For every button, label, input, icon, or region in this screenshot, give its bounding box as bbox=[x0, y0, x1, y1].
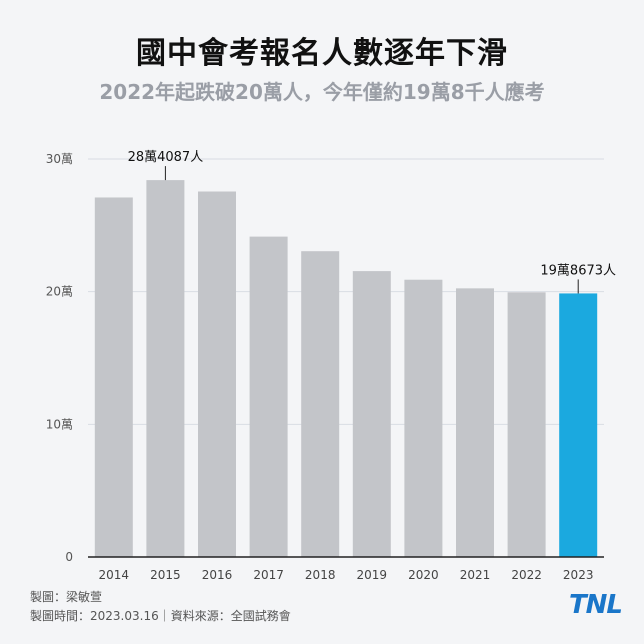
x-tick-label: 2017 bbox=[253, 568, 284, 582]
y-tick-label: 0 bbox=[65, 550, 73, 564]
bar-2015 bbox=[146, 180, 185, 557]
chart-subtitle: 2022年起跌破20萬人，今年僅約19萬8千人應考 bbox=[99, 80, 545, 104]
x-tick-label: 2014 bbox=[99, 568, 130, 582]
x-tick-label: 2018 bbox=[305, 568, 336, 582]
y-tick-label: 10萬 bbox=[46, 417, 73, 431]
x-tick-label: 2020 bbox=[408, 568, 439, 582]
bar-2020 bbox=[404, 279, 443, 557]
bar-2014 bbox=[94, 197, 133, 557]
x-tick-label: 2015 bbox=[150, 568, 181, 582]
x-tick-label: 2023 bbox=[563, 568, 594, 582]
x-tick-label: 2016 bbox=[202, 568, 233, 582]
y-tick-label: 30萬 bbox=[46, 152, 73, 166]
bar-2018 bbox=[301, 251, 340, 557]
date-source-text: 製圖時間：2023.03.16｜資料來源：全國試務會 bbox=[30, 609, 291, 623]
bar-2016 bbox=[198, 191, 236, 557]
bar-2021 bbox=[456, 288, 494, 557]
x-tick-label: 2021 bbox=[460, 568, 491, 582]
annotation-label: 28萬4087人 bbox=[128, 150, 204, 165]
credit-text: 製圖：梁敏萱 bbox=[30, 590, 103, 604]
bar-2019 bbox=[352, 271, 391, 557]
bar-2022 bbox=[507, 292, 546, 557]
y-tick-label: 20萬 bbox=[46, 285, 73, 299]
chart-title: 國中會考報名人數逐年下滑 bbox=[136, 36, 508, 71]
bar-2017 bbox=[249, 236, 288, 558]
x-tick-label: 2022 bbox=[511, 568, 542, 582]
x-tick-label: 2019 bbox=[357, 568, 388, 582]
tnl-logo: TNL bbox=[568, 590, 623, 620]
annotation-label: 19萬8673人 bbox=[540, 263, 616, 278]
bar-2023 bbox=[559, 293, 598, 557]
